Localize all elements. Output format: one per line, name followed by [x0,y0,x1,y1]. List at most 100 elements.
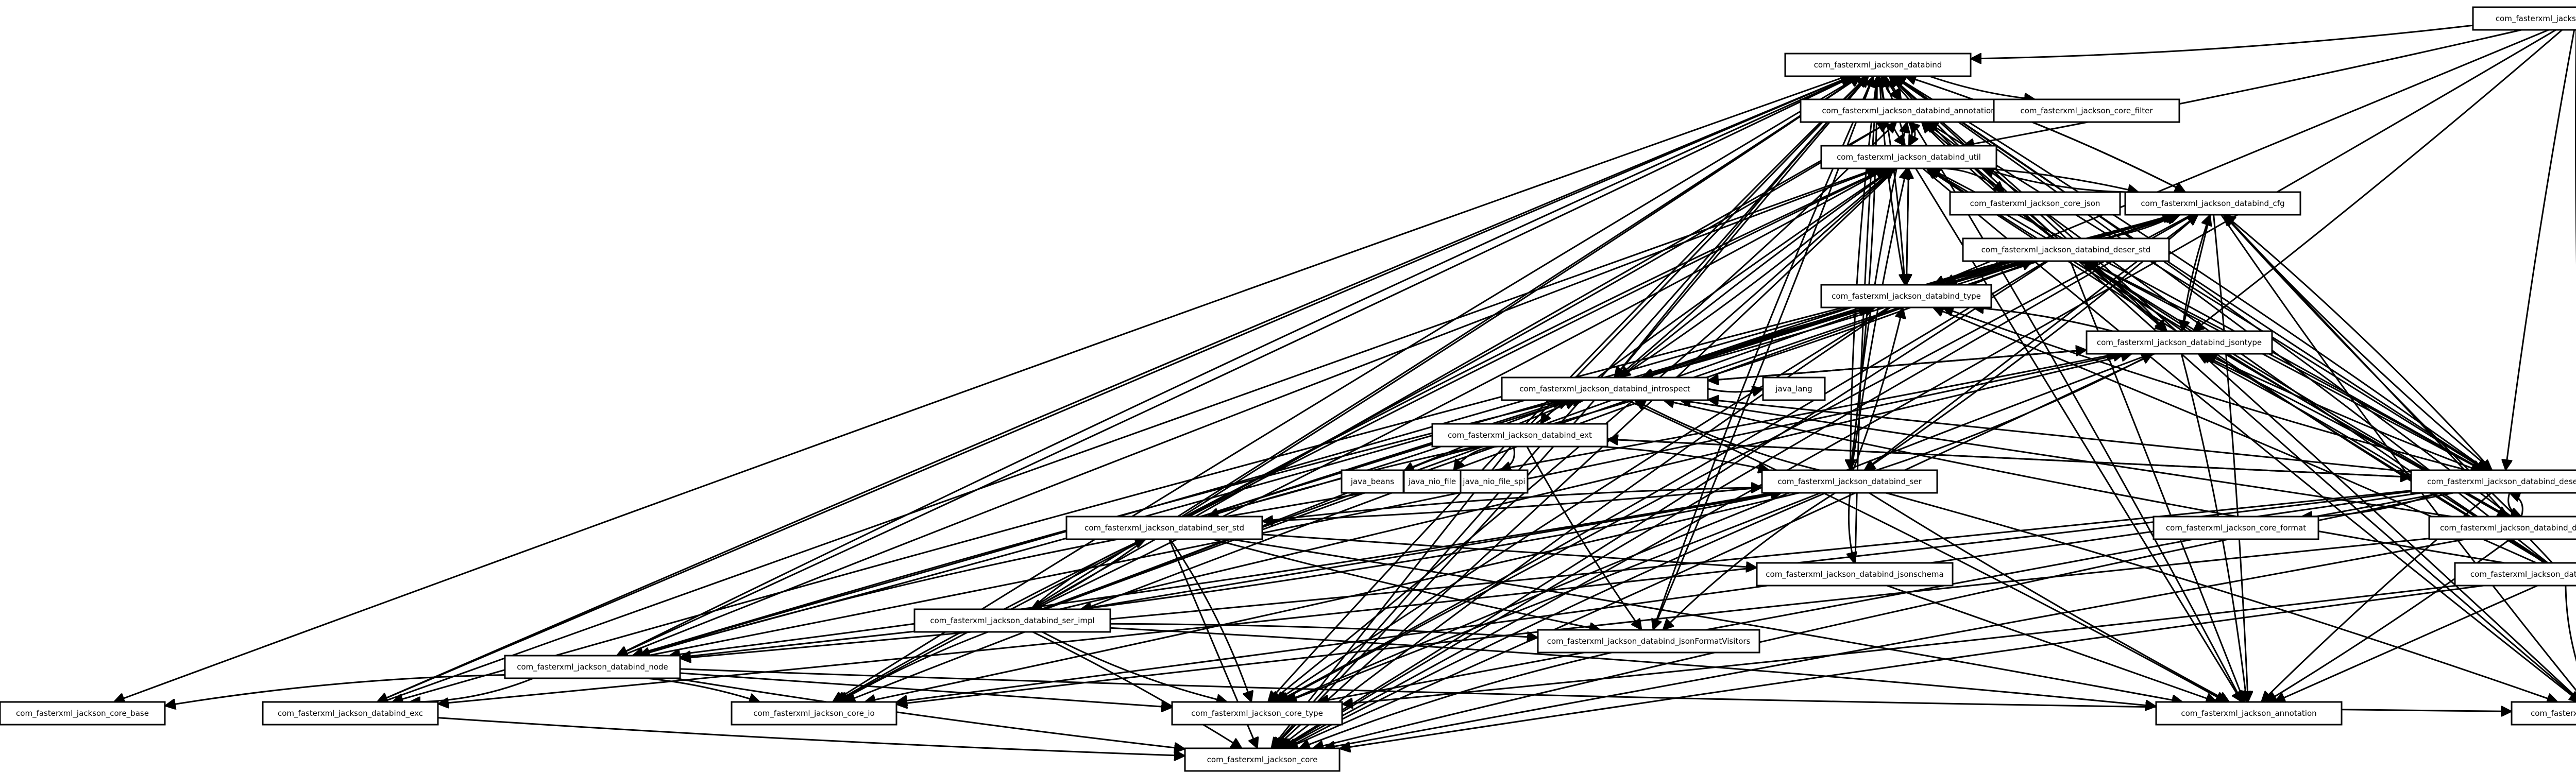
edge-node-to-databind [617,76,1854,656]
node-ser[interactable]: com_fasterxml_jackson_databind_ser [1762,470,1937,493]
edge-node-to-databind_exc [410,678,533,702]
node-label: com_fasterxml_jackson_core_util [2531,709,2576,718]
node-ext[interactable]: com_fasterxml_jackson_databind_ext [1432,424,1607,447]
node-label: com_fasterxml_jackson_core_type [1191,709,1323,718]
node-label: com_fasterxml_jackson_databind_deser_imp… [2440,523,2576,533]
edge-ser_std-to-annotation [1184,122,1889,517]
node-label: java_lang [1775,384,1812,394]
edge-module-to-deser [2505,30,2574,470]
node-label: com_fasterxml_jackson_databind_exc [278,709,423,718]
node-label: com_fasterxml_jackson_core_base [16,709,149,718]
node-label: com_fasterxml_jackson_databind_module [2496,14,2576,24]
node-java_nio_file_spi[interactable]: java_nio_file_spi [1461,470,1528,493]
node-deser_impl[interactable]: com_fasterxml_jackson_databind_deser_imp… [2429,517,2576,539]
node-label: java_nio_file_spi [1462,477,1525,487]
node-java_lang[interactable]: java_lang [1763,378,1825,400]
node-core_base[interactable]: com_fasterxml_jackson_core_base [0,702,165,725]
node-label: com_fasterxml_jackson_core_format [2166,523,2306,533]
edge-jsontype-to-type [1973,307,2113,331]
node-deser[interactable]: com_fasterxml_jackson_databind_deser [2411,470,2576,493]
edge-ser-to-ser_impl [1080,493,1781,609]
node-label: com_fasterxml_jackson_databind_ser_std [1084,523,1244,533]
node-introspect[interactable]: com_fasterxml_jackson_databind_introspec… [1502,378,1708,400]
edge-introspect-to-annotations [1628,400,2227,702]
edge-deser-to-deser_impl [2509,493,2521,517]
node-core_util[interactable]: com_fasterxml_jackson_core_util [2512,702,2576,725]
node-label: com_fasterxml_jackson_databind_deser_std [1981,245,2151,255]
node-ser_impl[interactable]: com_fasterxml_jackson_databind_ser_impl [914,609,1110,632]
node-java_nio_file[interactable]: java_nio_file [1404,470,1461,493]
node-label: java_beans [1350,477,1394,487]
node-label: com_fasterxml_jackson_core_io [753,709,874,718]
node-label: com_fasterxml_jackson_databind_jsontype [2097,338,2262,348]
edge-ser-to-jsonschema [1849,493,1854,563]
edge-introspect-to-jsontype [1708,350,2087,381]
node-jsontype_impl[interactable]: com_fasterxml_jackson_databind_jsontype_… [2455,563,2576,586]
node-label: com_fasterxml_jackson_databind_jsonForma… [1547,637,1751,646]
node-ser_std[interactable]: com_fasterxml_jackson_databind_ser_std [1066,517,1262,539]
node-core_io[interactable]: com_fasterxml_jackson_core_io [732,702,896,725]
node-label: com_fasterxml_jackson_databind_ext [1448,431,1592,440]
node-label: com_fasterxml_jackson_databind_jsonschem… [1766,570,1943,579]
node-label: com_fasterxml_jackson_databind_deser [2427,477,2576,487]
edge-jsontype_impl-to-annotations [2275,586,2538,702]
edges-layer [114,25,2576,756]
node-label: com_fasterxml_jackson_databind_node [517,662,668,672]
node-core_filter[interactable]: com_fasterxml_jackson_core_filter [1994,99,2179,122]
node-databind_exc[interactable]: com_fasterxml_jackson_databind_exc [263,702,438,725]
edge-deser_std-to-core [1280,261,2048,748]
edge-cfg-to-core_type [1278,215,2192,702]
node-cfg[interactable]: com_fasterxml_jackson_databind_cfg [2125,192,2300,215]
node-util[interactable]: com_fasterxml_jackson_databind_util [1821,146,1996,168]
node-annotation[interactable]: com_fasterxml_jackson_databind_annotatio… [1801,99,2017,122]
node-label: com_fasterxml_jackson_databind_ser_impl [930,616,1094,626]
node-label: com_fasterxml_jackson_databind [1814,60,1942,70]
node-label: com_fasterxml_jackson_core [1207,755,1318,765]
edge-cfg-to-annotations [2214,215,2248,702]
node-label: java_nio_file [1408,477,1456,487]
node-label: com_fasterxml_jackson_databind_jsontype_… [2470,570,2576,579]
node-label: com_fasterxml_jackson_core_filter [2020,106,2153,116]
node-label: com_fasterxml_jackson_databind_ser [1777,477,1922,487]
edge-ser_impl-to-core [1033,632,1242,748]
edge-deser_impl-to-introspect [1680,400,2452,517]
edge-node-to-util [622,168,1879,656]
node-label: com_fasterxml_jackson_core_json [1970,199,2100,209]
node-jsonFormatVisitors[interactable]: com_fasterxml_jackson_databind_jsonForma… [1538,630,1759,653]
node-label: com_fasterxml_jackson_databind_introspec… [1519,384,1690,394]
node-core_type[interactable]: com_fasterxml_jackson_core_type [1172,702,1342,725]
node-core[interactable]: com_fasterxml_jackson_core [1185,748,1340,771]
edge-ser_impl-to-node [680,631,914,657]
edge-databind-to-core_util [1890,76,2576,702]
edge-deser-to-annotation [1927,122,2485,470]
node-type[interactable]: com_fasterxml_jackson_databind_type [1821,285,1991,307]
node-jsonschema[interactable]: com_fasterxml_jackson_databind_jsonschem… [1757,563,1953,586]
edge-ser_impl-to-core_type [1042,632,1227,702]
edge-databind-to-node [617,76,1854,656]
edge-ser-to-jsontype [1876,354,2153,470]
node-label: com_fasterxml_jackson_databind_cfg [2141,199,2284,209]
node-deser_std[interactable]: com_fasterxml_jackson_databind_deser_std [1963,238,2169,261]
edge-deser_std-to-deser [2088,261,2483,470]
node-module[interactable]: com_fasterxml_jackson_databind_module [2473,7,2576,30]
edge-module-to-jsontype [2193,30,2562,331]
node-java_beans[interactable]: java_beans [1342,470,1403,493]
node-core_format[interactable]: com_fasterxml_jackson_core_format [2154,517,2318,539]
node-annotations[interactable]: com_fasterxml_jackson_annotation [2156,702,2342,725]
edge-jsonFormatVisitors-to-core [1299,653,1612,748]
edge-deser-to-ext [1607,439,2411,477]
node-jsontype[interactable]: com_fasterxml_jackson_databind_jsontype [2087,331,2272,354]
node-label: com_fasterxml_jackson_annotation [2181,709,2316,718]
node-node[interactable]: com_fasterxml_jackson_databind_node [505,656,680,678]
node-core_json[interactable]: com_fasterxml_jackson_core_json [1950,192,2120,215]
edge-jsontype_impl-to-core_type [1342,586,2456,704]
node-label: com_fasterxml_jackson_databind_util [1837,152,1981,162]
edge-module-to-databind [1971,25,2473,59]
edge-ser-to-core_type [1286,493,1821,702]
edge-jsontype_impl-to-cfg [2224,215,2552,563]
edge-type-to-util [1906,168,1908,285]
node-databind[interactable]: com_fasterxml_jackson_databind [1785,54,1971,76]
edge-databind_exc-to-util [382,168,1877,702]
node-label: com_fasterxml_jackson_databind_type [1832,291,1981,301]
